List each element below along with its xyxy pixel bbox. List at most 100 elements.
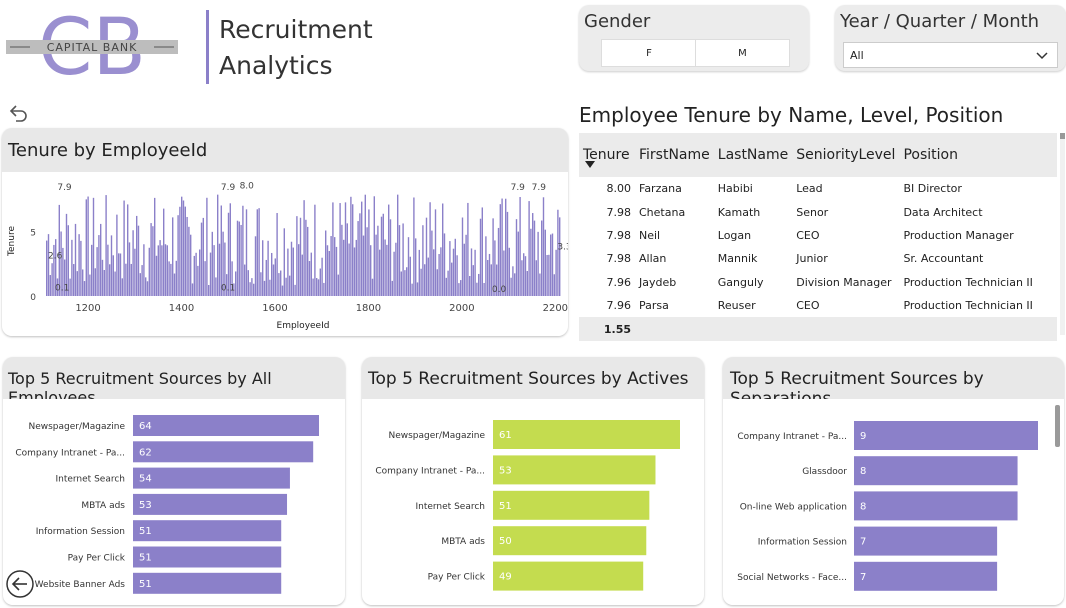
tenure-bar[interactable]	[199, 249, 201, 296]
tenure-bar[interactable]	[152, 226, 154, 296]
tenure-bar[interactable]	[164, 244, 167, 296]
tenure-bar[interactable]	[391, 280, 393, 296]
table-scrollbar-thumb[interactable]	[1060, 133, 1065, 139]
tenure-bar[interactable]	[92, 197, 95, 296]
tenure-bar[interactable]	[206, 197, 208, 296]
tenure-bar[interactable]	[352, 204, 354, 296]
tenure-bar[interactable]	[476, 282, 478, 296]
tenure-bar[interactable]	[332, 202, 334, 296]
tenure-bar[interactable]	[373, 196, 375, 296]
tenure-bar[interactable]	[53, 244, 55, 296]
tenure-bar[interactable]	[166, 245, 168, 296]
tenure-bar[interactable]	[550, 234, 552, 296]
tenure-bar[interactable]	[328, 250, 330, 296]
tenure-bar[interactable]	[355, 239, 357, 296]
tenure-bar[interactable]	[67, 225, 69, 296]
tenure-bar[interactable]	[128, 242, 131, 296]
tenure-bar[interactable]	[427, 257, 429, 296]
tenure-bar[interactable]	[337, 274, 339, 296]
tenure-bar[interactable]	[184, 206, 186, 296]
tenure-bar[interactable]	[546, 254, 548, 296]
tenure-bar[interactable]	[528, 201, 530, 296]
tenure-bar[interactable]	[114, 271, 116, 296]
separations-scrollbar-thumb[interactable]	[1055, 405, 1060, 447]
tenure-bar[interactable]	[244, 264, 246, 296]
tenure-bar[interactable]	[213, 245, 215, 296]
tenure-bar[interactable]	[182, 200, 185, 296]
tenure-bar[interactable]	[503, 250, 505, 296]
tenure-bar[interactable]	[433, 249, 435, 296]
tenure-bar[interactable]	[402, 223, 404, 296]
tenure-bar[interactable]	[119, 253, 122, 296]
tenure-bar[interactable]	[247, 270, 249, 296]
tenure-bar[interactable]	[305, 219, 307, 296]
tenure-bar[interactable]	[514, 273, 516, 296]
tenure-bar[interactable]	[449, 241, 451, 296]
tenure-bar[interactable]	[262, 240, 264, 296]
tenure-bar[interactable]	[375, 234, 377, 296]
tenure-bar[interactable]	[310, 252, 312, 296]
table-row[interactable]: 7.98 Chetana Kamath Senor Data Architect	[579, 200, 1057, 223]
tenure-bar[interactable]	[542, 197, 545, 296]
tenure-bar[interactable]	[523, 253, 525, 296]
tenure-bar[interactable]	[127, 204, 129, 296]
tenure-bar[interactable]	[506, 211, 509, 296]
bar[interactable]	[854, 456, 1018, 486]
tenure-bar[interactable]	[80, 240, 82, 296]
tenure-bar[interactable]	[89, 274, 91, 296]
tenure-bar[interactable]	[290, 241, 293, 296]
tenure-bar[interactable]	[168, 261, 170, 296]
tenure-bar[interactable]	[245, 209, 248, 296]
tenure-bar[interactable]	[218, 243, 221, 296]
tenure-bar[interactable]	[368, 209, 370, 296]
tenure-bar[interactable]	[217, 194, 219, 296]
tenure-bar[interactable]	[330, 236, 332, 296]
tenure-bar[interactable]	[238, 221, 240, 296]
tenure-bar[interactable]	[283, 228, 285, 296]
tenure-bar[interactable]	[458, 283, 460, 296]
tenure-bar[interactable]	[424, 264, 426, 296]
tenure-bar[interactable]	[346, 223, 348, 296]
tenure-bar[interactable]	[508, 247, 510, 296]
table-row[interactable]: 7.96 Jaydeb Ganguly Division Manager Product…	[579, 271, 1057, 294]
tenure-bar[interactable]	[132, 230, 134, 296]
tenure-bar[interactable]	[98, 235, 100, 296]
tenure-bar[interactable]	[58, 204, 60, 296]
tenure-bar[interactable]	[557, 209, 559, 296]
tenure-bar[interactable]	[544, 229, 546, 296]
tenure-bar[interactable]	[197, 265, 199, 296]
tenure-bar[interactable]	[118, 253, 120, 296]
tenure-bar[interactable]	[445, 277, 447, 296]
tenure-bar[interactable]	[175, 260, 177, 296]
col-header-position[interactable]: Position	[903, 147, 958, 163]
tenure-bar[interactable]	[222, 231, 224, 296]
tenure-bar[interactable]	[274, 258, 276, 296]
tenure-bar[interactable]	[539, 273, 541, 296]
tenure-bar[interactable]	[271, 252, 273, 296]
tenure-bar[interactable]	[418, 249, 420, 296]
tenure-bar[interactable]	[384, 239, 386, 296]
tenure-bar[interactable]	[91, 244, 93, 296]
tenure-bar[interactable]	[465, 234, 467, 296]
tenure-bar[interactable]	[413, 197, 415, 296]
tenure-bar[interactable]	[501, 198, 503, 296]
separations-scrollbar[interactable]	[1055, 405, 1060, 605]
tenure-bar[interactable]	[395, 242, 397, 296]
tenure-bar[interactable]	[146, 281, 149, 296]
tenure-bar[interactable]	[317, 279, 320, 296]
tenure-bar[interactable]	[551, 233, 554, 296]
table-row[interactable]: 7.98 Neil Logan CEO Production Manager	[579, 224, 1057, 247]
tenure-bar[interactable]	[425, 217, 428, 296]
col-header-firstname[interactable]: FirstName	[639, 147, 710, 163]
tenure-bar[interactable]	[64, 259, 66, 296]
bar[interactable]	[133, 415, 319, 436]
tenure-bar[interactable]	[285, 277, 287, 296]
tenure-bar[interactable]	[254, 236, 257, 296]
tenure-bar[interactable]	[335, 246, 338, 296]
tenure-bar[interactable]	[488, 253, 491, 296]
tenure-bar[interactable]	[76, 271, 78, 296]
tenure-bar[interactable]	[287, 248, 289, 296]
tenure-bar[interactable]	[377, 225, 379, 296]
tenure-bar[interactable]	[461, 217, 464, 296]
tenure-bar[interactable]	[163, 208, 165, 296]
